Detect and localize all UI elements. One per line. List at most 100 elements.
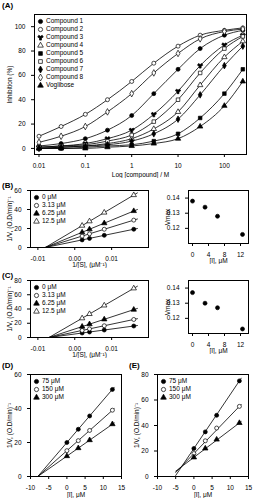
svg-text:60: 60 bbox=[14, 371, 22, 378]
svg-text:40: 40 bbox=[141, 422, 149, 429]
svg-text:0.01: 0.01 bbox=[105, 345, 118, 352]
svg-text:20: 20 bbox=[14, 225, 22, 232]
svg-text:0.13: 0.13 bbox=[166, 299, 180, 307]
svg-text:15: 15 bbox=[118, 484, 126, 491]
svg-text:0: 0 bbox=[145, 473, 149, 480]
svg-text:[I], μM: [I], μM bbox=[67, 491, 85, 499]
svg-text:0: 0 bbox=[18, 334, 22, 341]
svg-text:1: 1 bbox=[130, 162, 134, 169]
html-text:Compound 6: Compound 6 bbox=[46, 57, 84, 64]
svg-text:0.12: 0.12 bbox=[166, 314, 180, 322]
html-text:3.13 μM: 3.13 μM bbox=[42, 201, 66, 208]
html-text:(B): (B) bbox=[2, 181, 14, 190]
svg-text:8: 8 bbox=[222, 251, 227, 259]
svg-text:0: 0 bbox=[191, 251, 195, 258]
svg-text:60: 60 bbox=[141, 396, 149, 403]
svg-text:[I], μM: [I], μM bbox=[209, 257, 227, 265]
svg-text:-0.01: -0.01 bbox=[30, 255, 45, 262]
html-text:Compound 7: Compound 7 bbox=[46, 65, 84, 72]
svg-text:8: 8 bbox=[222, 341, 227, 349]
svg-text:0.00: 0.00 bbox=[68, 255, 82, 263]
svg-text:0: 0 bbox=[22, 144, 26, 151]
svg-text:40: 40 bbox=[14, 305, 22, 312]
html-text:12.5 μM: 12.5 μM bbox=[42, 307, 66, 314]
svg-text:20: 20 bbox=[14, 319, 22, 326]
html-text:150 μM: 150 μM bbox=[42, 385, 64, 392]
svg-text:-10: -10 bbox=[26, 484, 36, 491]
svg-text:20: 20 bbox=[14, 439, 22, 446]
html-text:Compound 1: Compound 1 bbox=[46, 17, 84, 24]
html-text:(D): (D) bbox=[2, 361, 14, 370]
html-text:300 μM: 300 μM bbox=[169, 393, 191, 400]
svg-text:-10: -10 bbox=[153, 484, 163, 491]
svg-text:1/V, (O.D/min)⁻¹: 1/V, (O.D/min)⁻¹ bbox=[6, 286, 14, 332]
html-text:(C): (C) bbox=[2, 271, 14, 280]
svg-text:80: 80 bbox=[141, 371, 149, 378]
svg-text:40: 40 bbox=[14, 206, 22, 213]
html-text:6.25 μM: 6.25 μM bbox=[42, 209, 66, 216]
svg-text:4: 4 bbox=[206, 251, 211, 259]
svg-text:10: 10 bbox=[100, 484, 108, 491]
html-text:6.25 μM: 6.25 μM bbox=[42, 299, 66, 306]
svg-text:0.01: 0.01 bbox=[33, 162, 46, 169]
html-text:12.5 μM: 12.5 μM bbox=[42, 217, 66, 224]
svg-text:4: 4 bbox=[206, 341, 211, 349]
html-text:3.13 μM: 3.13 μM bbox=[42, 291, 66, 298]
svg-text:0.13: 0.13 bbox=[166, 209, 180, 217]
svg-text:0: 0 bbox=[191, 341, 195, 348]
html-text:300 μM: 300 μM bbox=[42, 393, 64, 400]
svg-text:-5: -5 bbox=[46, 484, 52, 491]
svg-text:40: 40 bbox=[14, 405, 22, 412]
svg-text:[I], μM: [I], μM bbox=[194, 491, 212, 499]
svg-text:60: 60 bbox=[14, 291, 22, 298]
html-text:Compound 5: Compound 5 bbox=[46, 49, 84, 56]
html-text:Compound 4: Compound 4 bbox=[46, 41, 84, 48]
svg-text:40: 40 bbox=[18, 96, 26, 103]
html-text:(E): (E) bbox=[129, 361, 140, 370]
html-text:Compound 2: Compound 2 bbox=[46, 25, 84, 32]
svg-text:1/V, (O.D/min)⁻¹: 1/V, (O.D/min)⁻¹ bbox=[133, 402, 141, 448]
svg-text:10: 10 bbox=[174, 162, 182, 169]
html-text:75 μM: 75 μM bbox=[42, 377, 61, 384]
svg-text:15: 15 bbox=[245, 484, 253, 491]
svg-text:12: 12 bbox=[237, 251, 245, 258]
svg-text:0.00: 0.00 bbox=[68, 345, 82, 353]
html-text:75 μM: 75 μM bbox=[169, 377, 188, 384]
html-text:0 μM: 0 μM bbox=[42, 193, 57, 200]
svg-text:0.14: 0.14 bbox=[167, 284, 180, 291]
svg-text:12: 12 bbox=[237, 341, 245, 348]
svg-text:60: 60 bbox=[14, 187, 22, 194]
svg-text:1/V, (O.D/min)⁻¹: 1/V, (O.D/min)⁻¹ bbox=[6, 402, 14, 448]
html-text:Voglibose: Voglibose bbox=[46, 81, 75, 88]
svg-text:60: 60 bbox=[18, 71, 26, 78]
svg-text:100: 100 bbox=[219, 162, 230, 169]
svg-text:0: 0 bbox=[18, 473, 22, 480]
svg-text:20: 20 bbox=[141, 447, 149, 454]
svg-text:Vmax: Vmax bbox=[164, 208, 171, 225]
html-text:150 μM: 150 μM bbox=[169, 385, 191, 392]
svg-text:Log [compound] / M: Log [compound] / M bbox=[112, 171, 169, 179]
svg-text:0: 0 bbox=[18, 244, 22, 251]
html-text:Compound 3: Compound 3 bbox=[46, 33, 84, 40]
svg-text:0.1: 0.1 bbox=[81, 162, 90, 169]
svg-text:20: 20 bbox=[18, 120, 26, 127]
html-text:0 μM: 0 μM bbox=[42, 283, 57, 290]
svg-text:80: 80 bbox=[14, 277, 22, 284]
svg-text:1/[S], (μM⁻¹): 1/[S], (μM⁻¹) bbox=[72, 351, 107, 359]
svg-text:-0.01: -0.01 bbox=[30, 345, 45, 352]
svg-text:Vmax: Vmax bbox=[164, 298, 171, 315]
svg-text:0: 0 bbox=[65, 484, 69, 492]
svg-text:80: 80 bbox=[18, 47, 26, 54]
svg-text:-5: -5 bbox=[173, 484, 179, 491]
svg-text:100: 100 bbox=[15, 23, 26, 30]
svg-text:0.12: 0.12 bbox=[166, 224, 180, 232]
svg-text:Inhibition (%): Inhibition (%) bbox=[6, 66, 14, 104]
html-text:Compound 8: Compound 8 bbox=[46, 73, 84, 80]
svg-text:1/V, (O.D/min)⁻¹: 1/V, (O.D/min)⁻¹ bbox=[6, 196, 14, 242]
svg-text:10: 10 bbox=[227, 484, 235, 491]
html-text:(A): (A) bbox=[2, 1, 14, 10]
svg-text:[I], μM: [I], μM bbox=[209, 347, 227, 355]
svg-text:1/[S], (μM⁻¹): 1/[S], (μM⁻¹) bbox=[72, 261, 107, 269]
svg-text:0.01: 0.01 bbox=[105, 255, 118, 262]
svg-text:0.14: 0.14 bbox=[167, 194, 180, 201]
